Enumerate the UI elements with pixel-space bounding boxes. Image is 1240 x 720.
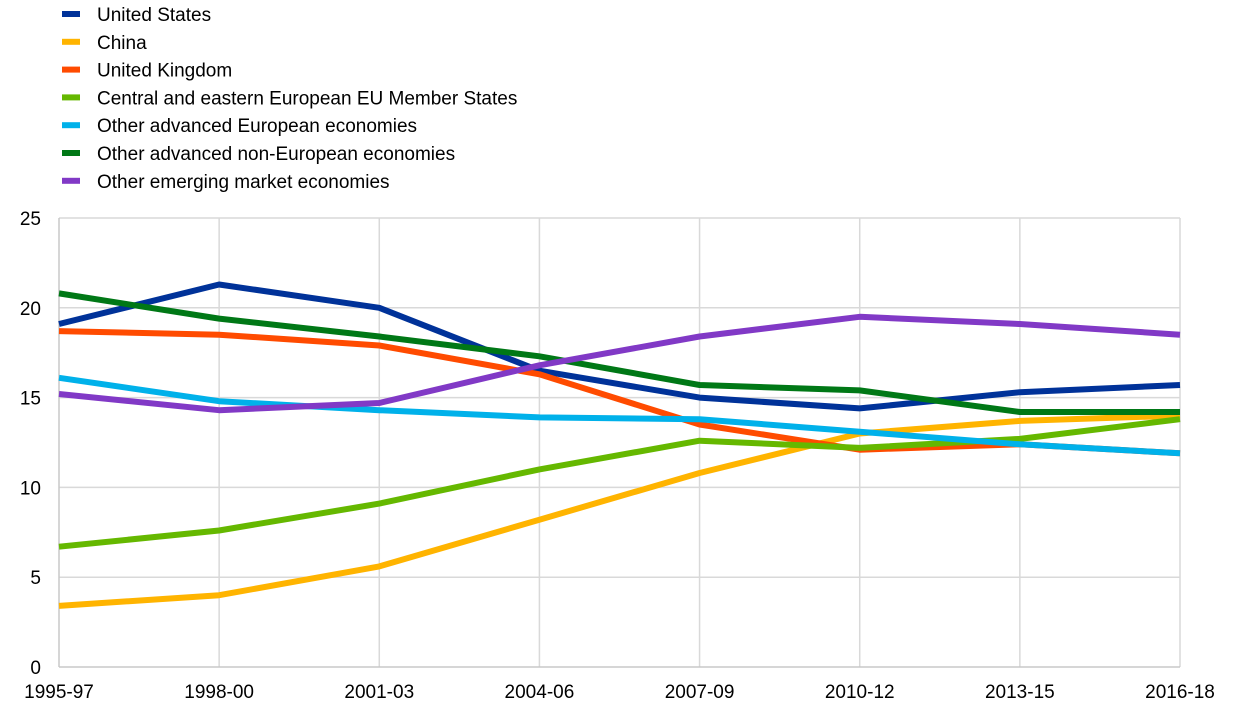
legend-swatch-united-kingdom — [62, 66, 80, 73]
x-tick-label: 1998-00 — [184, 682, 254, 703]
series-lines — [58, 281, 1181, 609]
legend-label-other-advanced-non-european-economies: Other advanced non-European economies — [97, 144, 455, 165]
x-tick-label: 1995-97 — [24, 682, 94, 703]
series-line-other-advanced-european-economies — [58, 374, 1181, 457]
legend-label-central-and-eastern-european-eu-member-states: Central and eastern European EU Member S… — [97, 88, 517, 109]
x-tick-label: 2010-12 — [825, 682, 895, 703]
series-line-china — [58, 412, 1181, 609]
series-line-central-and-eastern-european-eu-member-states — [58, 416, 1181, 550]
y-tick-label: 0 — [30, 658, 41, 679]
legend-label-other-advanced-european-economies: Other advanced European economies — [97, 116, 417, 137]
x-tick-label: 2016-18 — [1145, 682, 1215, 703]
legend-label-united-kingdom: United Kingdom — [97, 61, 232, 82]
legend-label-china: China — [97, 33, 147, 54]
y-tick-label: 20 — [20, 299, 41, 320]
x-tick-label: 2013-15 — [985, 682, 1055, 703]
legend-swatch-china — [62, 38, 80, 45]
x-tick-label: 2007-09 — [665, 682, 735, 703]
legend-swatch-other-emerging-market-economies — [62, 177, 80, 184]
x-tick-label: 2004-06 — [505, 682, 575, 703]
series-line-other-emerging-market-economies — [58, 313, 1181, 414]
legend: United States China United Kingdom Central … — [62, 5, 517, 193]
series-line-united-states — [58, 281, 1181, 412]
axes — [58, 218, 1180, 668]
legend-swatch-central-and-eastern-european-eu-member-states — [62, 94, 80, 101]
legend-swatch-united-states — [62, 11, 80, 17]
x-tick-label: 2001-03 — [344, 682, 414, 703]
series-line-other-advanced-non-european-economies — [58, 290, 1180, 415]
legend-label-other-emerging-market-economies: Other emerging market economies — [97, 172, 390, 193]
y-tick-label: 25 — [20, 209, 41, 230]
y-axis-tick-labels: 0 5 10 15 20 25 — [20, 209, 41, 679]
y-tick-label: 15 — [20, 389, 41, 410]
legend-swatch-other-advanced-european-economies — [62, 122, 80, 129]
y-tick-label: 5 — [30, 568, 41, 589]
legend-label-united-states: United States — [97, 5, 211, 26]
x-axis-tick-labels: 1995-97 1998-00 2001-03 2004-06 2007-09 2010-… — [24, 682, 1215, 703]
grid-lines — [59, 217, 1181, 667]
y-tick-label: 10 — [20, 478, 41, 499]
legend-swatch-other-advanced-non-european-economies — [62, 150, 80, 156]
